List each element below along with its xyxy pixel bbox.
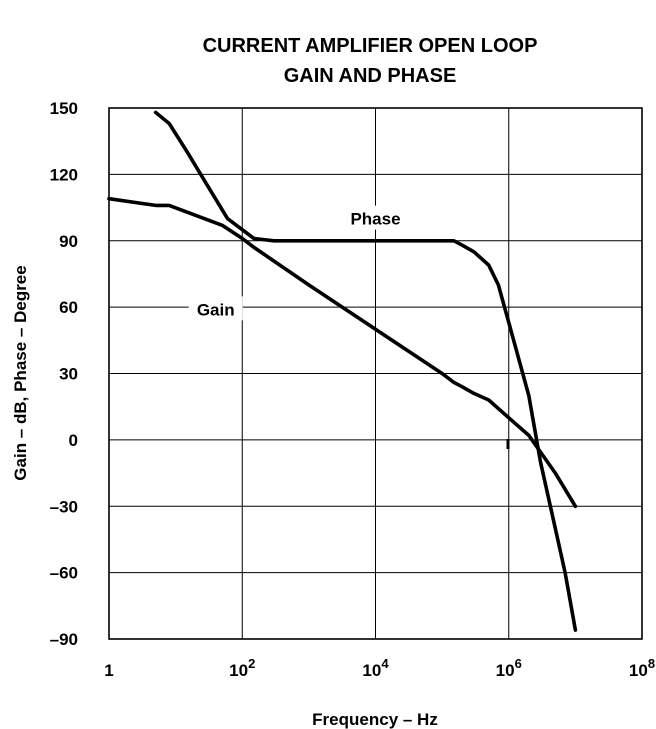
chart-title-line-1: CURRENT AMPLIFIER OPEN LOOP (203, 35, 538, 57)
y-tick-label: 60 (59, 298, 78, 317)
plot-frame (108, 107, 643, 640)
x-tick-label: 102 (229, 656, 255, 680)
annotation-phase: Phase (350, 210, 400, 229)
y-tick-label: 30 (59, 365, 78, 384)
y-tick-label: 90 (59, 232, 78, 251)
y-tick-label: 150 (50, 99, 78, 118)
x-tick-label: 108 (629, 656, 655, 680)
x-tick-labels: 1 102 104 106 108 (104, 656, 655, 680)
x-tick-label: 104 (362, 656, 389, 680)
x-tick-label: 106 (496, 656, 522, 680)
y-tick-label: 0 (69, 431, 78, 450)
annotation-background (343, 205, 408, 230)
series-line-gain (107, 196, 578, 509)
y-tick-label: 120 (50, 165, 78, 184)
series-annotations: Phase Gain (188, 205, 408, 321)
series-line-phase (153, 110, 578, 632)
x-axis-label: Frequency – Hz (312, 710, 438, 729)
y-tick-label: –60 (50, 564, 78, 583)
y-axis-label: Gain – dB, Phase – Degree (11, 265, 30, 480)
annotation-gain: Gain (197, 300, 235, 319)
y-tick-label: –30 (50, 497, 78, 516)
y-tick-label: –90 (50, 630, 78, 649)
x-tick-label: 1 (104, 661, 113, 680)
series-lines (107, 110, 578, 632)
annotation-background (188, 296, 243, 321)
chart-title-line-2: GAIN AND PHASE (284, 65, 457, 87)
y-tick-labels: 150 120 90 60 30 0 –30 –60 –90 (50, 99, 78, 649)
